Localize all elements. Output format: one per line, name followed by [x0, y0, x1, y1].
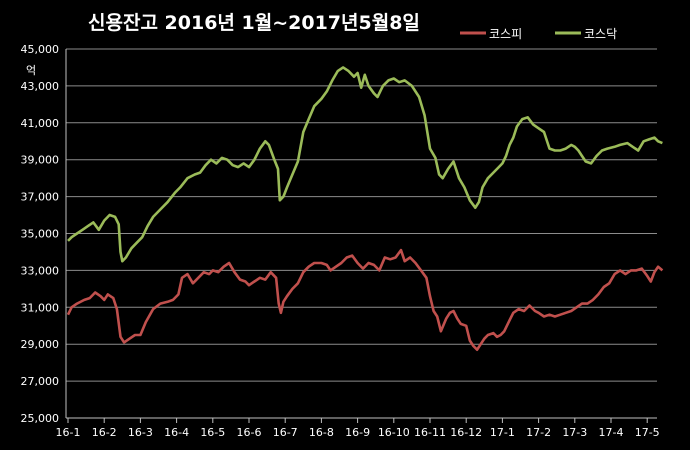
- x-tick-label: 17-5: [635, 426, 660, 439]
- x-tick-label: 16-3: [128, 426, 153, 439]
- y-tick-label: 45,000: [21, 43, 60, 56]
- x-tick-label: 16-6: [237, 426, 262, 439]
- legend-label-kospi: 코스피: [489, 27, 522, 41]
- y-tick-label: 41,000: [21, 117, 60, 130]
- x-tick-label: 16-9: [345, 426, 370, 439]
- y-tick-label: 35,000: [21, 228, 60, 241]
- x-tick-label: 17-2: [526, 426, 551, 439]
- y-axis-unit-label: 억: [26, 64, 36, 77]
- legend: 코스피 코스닥: [460, 27, 617, 41]
- y-tick-label: 31,000: [21, 301, 60, 314]
- x-tick-label: 16-10: [378, 426, 410, 439]
- x-tick-label: 16-4: [164, 426, 189, 439]
- y-tick-label: 43,000: [21, 80, 60, 93]
- x-tick-label: 16-5: [200, 426, 225, 439]
- x-tick-label: 17-1: [490, 426, 515, 439]
- kospi-series-line: [66, 248, 664, 351]
- x-tick-label: 17-3: [562, 426, 587, 439]
- y-tick-label: 39,000: [21, 154, 60, 167]
- x-tick-label: 17-4: [599, 426, 624, 439]
- x-tick-label: 16-7: [273, 426, 298, 439]
- x-tick-label: 16-8: [309, 426, 334, 439]
- kosdaq-series-line: [67, 66, 663, 263]
- y-tick-label: 37,000: [21, 191, 60, 204]
- y-tick-label: 25,000: [21, 412, 60, 425]
- y-tick-label: 33,000: [21, 264, 60, 277]
- x-tick-label: 16-2: [92, 426, 117, 439]
- x-tick-label: 16-12: [450, 426, 482, 439]
- plot-area: 25,000 27,000 29,000 31,000 33,000 35,000 37,0…: [21, 43, 664, 439]
- chart-title: 신용잔고 2016년 1월~2017년5월8일: [88, 12, 420, 34]
- x-tick-label: 16-1: [56, 426, 81, 439]
- y-tick-label: 29,000: [21, 338, 60, 351]
- legend-label-kosdaq: 코스닥: [584, 27, 617, 41]
- x-tick-label: 16-11: [414, 426, 446, 439]
- y-tick-label: 27,000: [21, 375, 60, 388]
